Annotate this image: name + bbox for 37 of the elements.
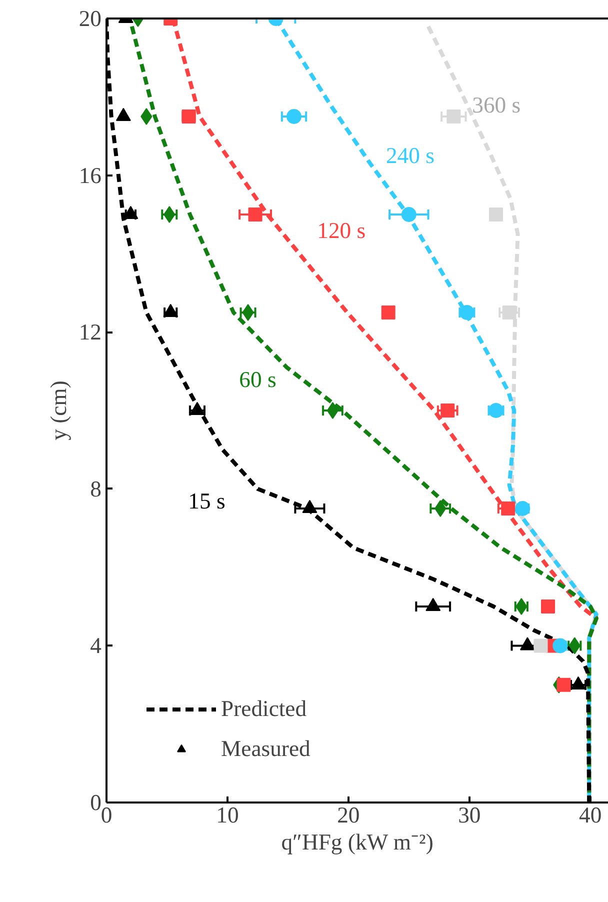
point: [248, 208, 262, 222]
point: [541, 600, 556, 614]
point: [502, 306, 516, 320]
y-tick-label: 12: [78, 320, 102, 345]
point: [242, 304, 254, 321]
x-axis-title: q″HFg (kW m⁻²): [281, 830, 434, 854]
legend-label: Predicted: [221, 696, 307, 722]
point: [552, 638, 568, 654]
point: [440, 404, 455, 418]
annotation: 360 s: [472, 92, 521, 118]
point: [556, 678, 571, 692]
y-tick-label: 20: [78, 6, 102, 31]
point: [489, 208, 504, 222]
point: [534, 638, 548, 653]
point: [164, 206, 176, 223]
x-tick-label: 40: [579, 802, 602, 828]
point: [501, 502, 516, 516]
y-tick-label: 4: [90, 633, 102, 658]
x-tick-label: 30: [458, 802, 481, 828]
y-tick-label: 16: [78, 162, 102, 188]
point: [446, 110, 461, 124]
annotation: 240 s: [386, 143, 434, 168]
point: [516, 598, 528, 615]
annotation: 15 s: [188, 488, 226, 514]
point: [434, 500, 446, 517]
point: [381, 306, 396, 320]
x-tick-label: 20: [337, 802, 360, 828]
point: [401, 207, 416, 222]
point: [140, 108, 152, 125]
annotation: 60 s: [239, 366, 276, 392]
x-tick-label: 10: [216, 802, 239, 828]
point: [286, 109, 302, 124]
y-axis-title: y (cm): [46, 380, 71, 440]
legend-label: Measured: [221, 736, 310, 762]
annotation: 120 s: [317, 218, 366, 243]
point: [326, 402, 339, 419]
y-tick-label: 8: [90, 476, 102, 502]
